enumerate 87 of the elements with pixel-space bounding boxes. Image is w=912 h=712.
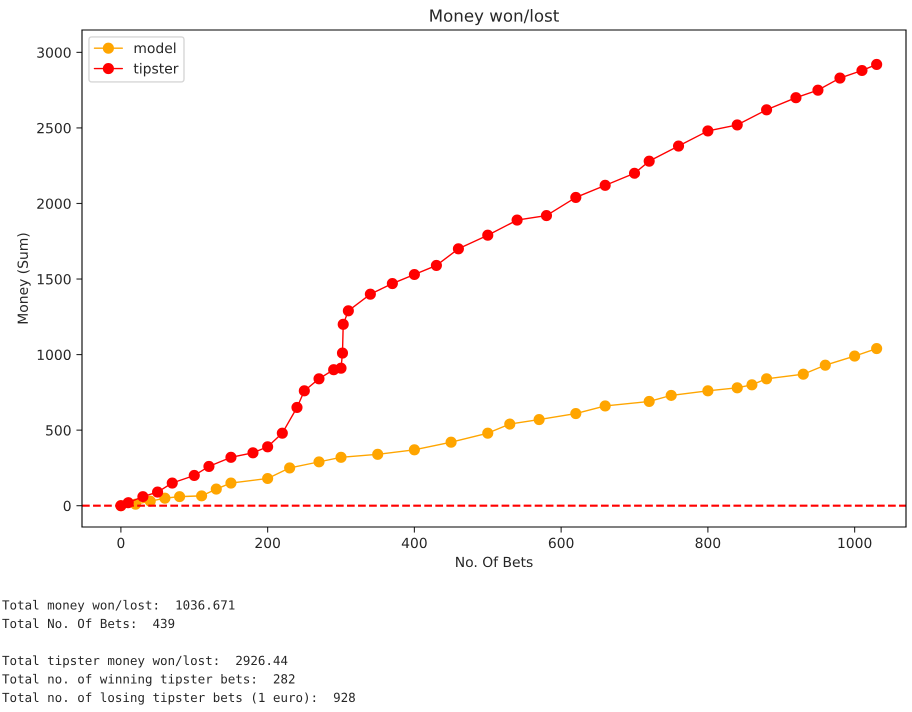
point bbox=[856, 64, 868, 76]
point bbox=[166, 477, 178, 489]
point bbox=[408, 444, 420, 456]
point bbox=[512, 214, 523, 226]
point bbox=[482, 230, 494, 241]
point bbox=[600, 400, 611, 412]
point bbox=[276, 428, 288, 439]
point bbox=[225, 477, 237, 489]
point bbox=[313, 456, 325, 468]
y-tick-label: 500 bbox=[46, 425, 71, 436]
point bbox=[247, 447, 259, 458]
point bbox=[174, 491, 186, 502]
point bbox=[761, 373, 772, 384]
y-tick-label: 2000 bbox=[37, 198, 71, 209]
text: Total money won/lost: 1036.671 bbox=[2, 600, 234, 612]
chart-title: Money won/lost bbox=[430, 9, 559, 26]
x-tick-label: 0 bbox=[117, 538, 124, 548]
text: Total no. of losing tipster bets (1 euro): 928 bbox=[2, 692, 355, 705]
y-tick-label: 1000 bbox=[38, 350, 71, 360]
point bbox=[225, 452, 237, 463]
point bbox=[534, 414, 545, 426]
point bbox=[540, 210, 552, 222]
point bbox=[666, 390, 677, 401]
point bbox=[335, 452, 347, 463]
point bbox=[849, 350, 860, 362]
point bbox=[820, 360, 831, 371]
point bbox=[291, 402, 303, 414]
legend-label: tipster bbox=[134, 62, 178, 76]
y-tick-label: 0 bbox=[64, 500, 71, 512]
x-tick-label: 400 bbox=[402, 538, 427, 548]
point bbox=[746, 379, 758, 390]
point bbox=[482, 428, 494, 439]
point bbox=[446, 436, 457, 448]
x-tick-label: 200 bbox=[255, 538, 280, 548]
point bbox=[761, 104, 772, 116]
y-axis-title: Money (Sum) bbox=[17, 233, 31, 324]
point bbox=[159, 492, 170, 504]
point bbox=[338, 318, 349, 330]
point bbox=[732, 119, 743, 130]
y-tick-label: 3000 bbox=[37, 47, 71, 58]
point bbox=[430, 260, 442, 271]
point bbox=[570, 192, 582, 203]
point bbox=[137, 491, 148, 502]
point bbox=[702, 125, 714, 136]
y-tick-label: 1500 bbox=[38, 274, 71, 285]
point bbox=[313, 373, 325, 384]
point bbox=[504, 418, 516, 430]
point bbox=[335, 362, 347, 374]
point bbox=[672, 140, 684, 152]
point bbox=[628, 168, 640, 179]
point bbox=[262, 472, 274, 484]
y-tick-label: 2500 bbox=[37, 122, 71, 134]
point bbox=[570, 408, 582, 420]
point bbox=[812, 84, 824, 96]
text: Total No. Of Bets: 439 bbox=[2, 618, 174, 628]
x-axis-title: No. Of Bets bbox=[456, 556, 533, 568]
point bbox=[364, 288, 376, 300]
x-tick-label: 600 bbox=[548, 538, 574, 548]
x-tick-label: 800 bbox=[696, 538, 720, 548]
point bbox=[298, 385, 310, 396]
legend-label: model bbox=[134, 42, 176, 54]
point bbox=[196, 490, 208, 502]
point bbox=[408, 268, 420, 280]
point bbox=[262, 441, 274, 452]
point bbox=[284, 462, 296, 474]
point bbox=[452, 243, 464, 254]
point bbox=[732, 382, 743, 394]
point bbox=[600, 180, 611, 191]
point bbox=[342, 305, 354, 316]
point bbox=[871, 342, 882, 354]
point bbox=[871, 58, 882, 70]
point bbox=[203, 460, 214, 472]
point bbox=[798, 368, 809, 380]
point bbox=[644, 156, 655, 167]
text: Total no. of winning tipster bets: 282 bbox=[2, 674, 294, 686]
point bbox=[702, 385, 714, 396]
point bbox=[372, 448, 384, 460]
point bbox=[386, 278, 398, 290]
point bbox=[188, 470, 200, 482]
point bbox=[336, 348, 348, 359]
point bbox=[790, 92, 802, 104]
point bbox=[644, 396, 655, 407]
text: Total tipster money won/lost: 2926.44 bbox=[2, 655, 288, 668]
point bbox=[834, 72, 846, 84]
point bbox=[210, 484, 222, 495]
x-tick-label: 1000 bbox=[838, 538, 872, 548]
point bbox=[152, 486, 164, 498]
